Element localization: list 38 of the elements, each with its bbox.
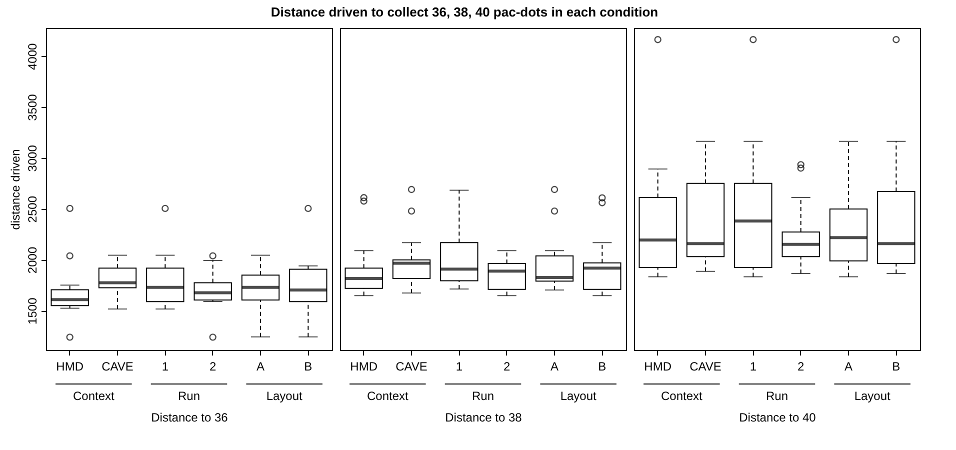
text: Layout: [266, 389, 304, 403]
x-tick-label: HMD: [56, 360, 84, 374]
x-tick-label: 2: [797, 360, 804, 374]
x-axis-title: Distance to 40: [739, 410, 816, 424]
x-tick-label: 1: [456, 360, 463, 374]
y-tick-label: 2000: [26, 246, 40, 274]
x-tick-label: HMD: [644, 360, 672, 374]
x-tick-label: A: [550, 360, 559, 374]
text: Layout: [854, 389, 892, 403]
x-tick-label: 2: [209, 360, 216, 374]
text: Distance driven to collect 36, 38, 40 pac-dots in each condition: [270, 4, 658, 20]
text: Run: [178, 389, 200, 403]
x-axis-title: Distance to 36: [151, 410, 228, 424]
x-tick-label: CAVE: [396, 360, 428, 374]
x-axis-title: Distance to 38: [445, 410, 522, 424]
y-tick-label: 3500: [26, 94, 40, 121]
y-axis-title: distance driven: [8, 149, 22, 230]
text: Context: [660, 389, 704, 403]
x-tick-label: 2: [503, 360, 510, 374]
x-tick-label: A: [844, 360, 853, 374]
y-tick-label: 3000: [26, 144, 40, 172]
x-tick-label: A: [256, 360, 265, 374]
x-tick-label: 1: [162, 360, 169, 374]
text: Run: [472, 389, 494, 403]
text: Layout: [560, 389, 598, 403]
text: Context: [72, 389, 116, 403]
text: Run: [766, 389, 788, 403]
x-tick-label: B: [304, 360, 312, 374]
x-tick-label: CAVE: [102, 360, 134, 374]
y-tick-label: 1500: [26, 297, 40, 324]
x-tick-label: B: [598, 360, 606, 374]
x-tick-label: 1: [750, 360, 757, 374]
x-tick-label: HMD: [350, 360, 378, 374]
y-tick-label: 2500: [26, 196, 40, 223]
y-tick-label: 4000: [26, 43, 40, 70]
x-tick-label: CAVE: [690, 360, 722, 374]
x-tick-label: B: [892, 360, 900, 374]
text: Context: [366, 389, 410, 403]
